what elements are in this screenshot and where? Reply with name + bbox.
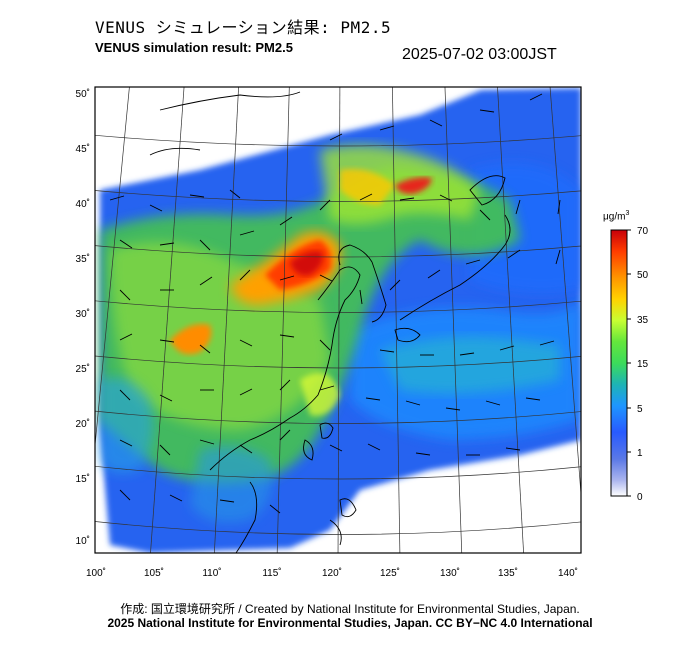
lat-label: 40˚ <box>76 198 90 210</box>
lon-label: 115˚ <box>262 567 281 579</box>
longitude-labels: 100˚ 105˚ 110˚ 115˚ 120˚ 125˚ 130˚ 135˚ … <box>86 567 578 579</box>
colorbar-tick: 0 <box>637 492 643 503</box>
lat-label: 20˚ <box>76 418 90 430</box>
colorbar-gradient <box>610 229 628 497</box>
timestamp: 2025-07-02 03:00JST <box>402 46 557 63</box>
concentration-field <box>100 88 581 553</box>
title-english: VENUS simulation result: PM2.5 <box>95 40 293 55</box>
colorbar-tick: 1 <box>637 448 643 459</box>
colorbar-tick: 50 <box>637 270 649 281</box>
lat-label: 30˚ <box>76 308 90 320</box>
credit-line-1: 作成: 国立環境研究所 / Created by National Instit… <box>120 602 580 616</box>
colorbar-tick: 15 <box>637 359 649 370</box>
lat-label: 35˚ <box>76 253 90 265</box>
wind-vectors <box>109 93 561 514</box>
lon-label: 105˚ <box>144 567 164 579</box>
colorbar-tick: 35 <box>637 315 649 326</box>
title-japanese: VENUS シミュレーション結果: PM2.5 <box>95 18 392 37</box>
lon-label: 135˚ <box>498 567 518 579</box>
credit-line-2: 2025 National Institute for Environmenta… <box>107 616 593 630</box>
map-frame <box>94 86 582 554</box>
latitude-labels: 50˚ 45˚ 40˚ 35˚ 30˚ 25˚ 20˚ 15˚ 10˚ <box>76 88 90 547</box>
lon-label: 125˚ <box>380 567 400 579</box>
lon-label: 100˚ <box>86 567 106 579</box>
colorbar-tick: 5 <box>637 404 643 415</box>
lat-label: 25˚ <box>76 363 90 375</box>
colorbar-unit: μg/m3 <box>603 210 630 223</box>
lat-label: 10˚ <box>76 535 90 547</box>
lon-label: 130˚ <box>440 567 460 579</box>
colorbar-tick: 70 <box>637 226 649 237</box>
coastlines <box>149 91 511 553</box>
lat-label: 45˚ <box>76 143 90 155</box>
lon-label: 110˚ <box>202 567 221 579</box>
lat-label: 15˚ <box>76 473 90 485</box>
graticule <box>95 87 581 553</box>
colorbar: 70 50 35 15 5 1 0 <box>610 226 649 503</box>
lon-label: 140˚ <box>558 567 578 579</box>
lon-label: 120˚ <box>322 567 342 579</box>
lat-label: 50˚ <box>76 88 90 100</box>
